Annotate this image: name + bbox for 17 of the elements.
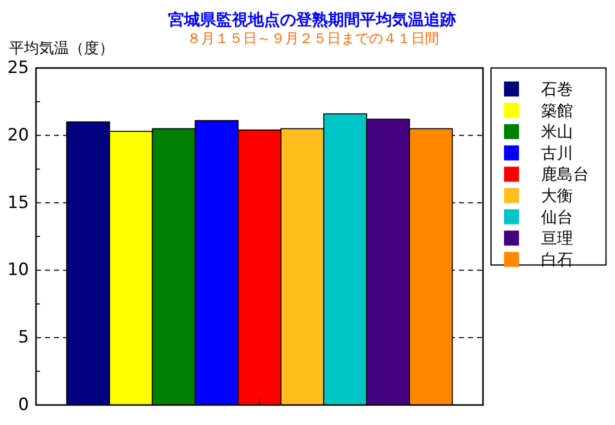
y-tick-label: 20 bbox=[7, 125, 29, 146]
legend-label: 米山 bbox=[541, 122, 573, 142]
y-tick-label: 0 bbox=[18, 395, 29, 415]
legend-label: 鹿島台 bbox=[541, 164, 589, 184]
legend-label: 亘理 bbox=[541, 228, 573, 248]
y-tick-label: 10 bbox=[7, 260, 29, 280]
legend-label: 築館 bbox=[541, 100, 573, 120]
legend-label: 大衡 bbox=[541, 186, 573, 205]
y-tick-label: 15 bbox=[7, 192, 29, 213]
chart-subtitle: ８月１５日～９月２５日までの４１日間 bbox=[187, 31, 439, 47]
y-tick-label: 25 bbox=[7, 58, 29, 78]
y-axis-title: 平均気温（度） bbox=[9, 39, 114, 57]
y-tick-label: 5 bbox=[18, 328, 29, 348]
chart-title: 宮城県監視地点の登熟期間平均気温追跡 bbox=[168, 10, 456, 29]
legend-label: 仙台 bbox=[541, 207, 573, 226]
legend-label: 古川 bbox=[541, 143, 573, 162]
legend-label: 石巻 bbox=[541, 80, 573, 98]
